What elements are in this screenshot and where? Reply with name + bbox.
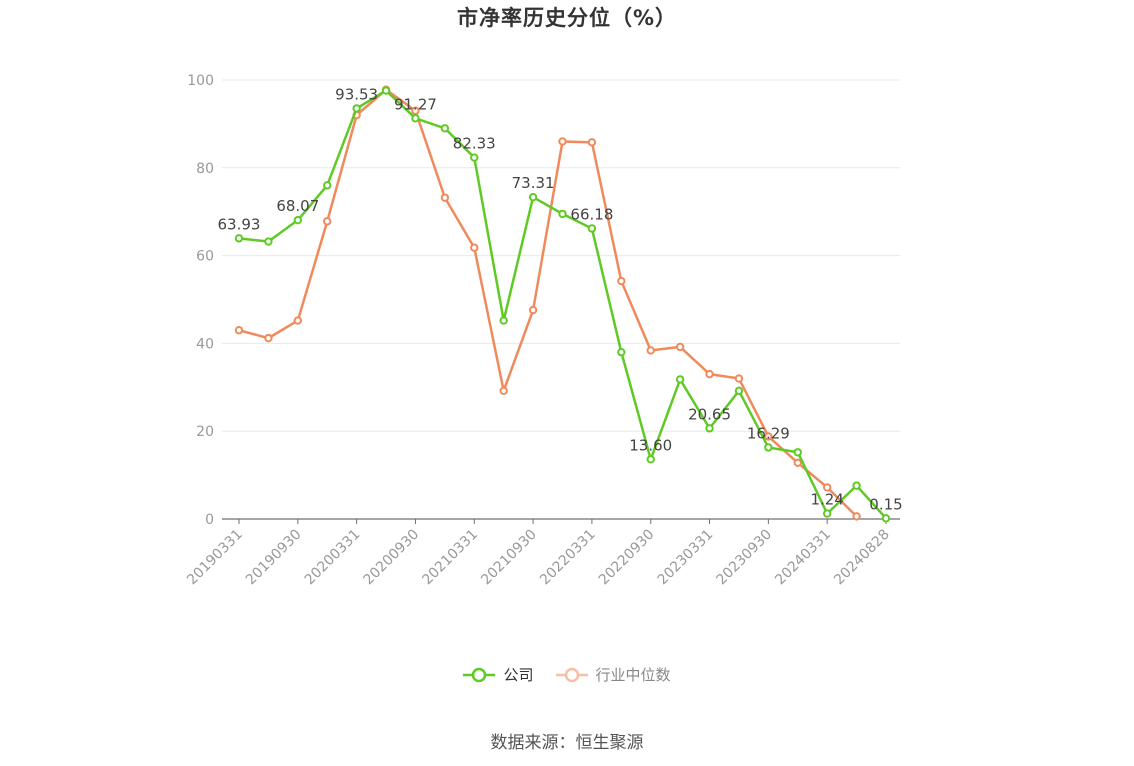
data-point[interactable] — [528, 192, 538, 202]
data-point[interactable] — [675, 375, 685, 384]
x-tick-label: 20200331 — [302, 527, 364, 589]
y-tick-label: 20 — [196, 424, 214, 440]
legend-company-label: 公司 — [503, 666, 534, 684]
data-point[interactable] — [558, 209, 567, 219]
series-industry — [234, 85, 861, 521]
x-tick-label: 20210930 — [478, 527, 540, 589]
legend-industry-line-icon — [555, 667, 588, 682]
data-point[interactable] — [852, 512, 861, 521]
data-point[interactable] — [234, 234, 244, 243]
data-point[interactable] — [499, 386, 508, 396]
legend-industry-label: 行业中位数 — [595, 666, 671, 684]
x-tick-label: 20200930 — [361, 527, 423, 589]
data-point[interactable] — [440, 193, 450, 202]
chart-title: 市净率历史分位（%） — [456, 6, 678, 30]
data-point[interactable] — [587, 138, 597, 147]
data-point[interactable] — [734, 386, 744, 396]
data-label-layer: 63.93 68.07 93.53 91.27 82.33 73.31 66.18 13.60… — [218, 85, 903, 513]
x-tick-label: 20240828 — [831, 527, 893, 589]
data-point[interactable] — [293, 316, 303, 325]
y-tick-label: 60 — [196, 249, 214, 265]
legend: 公司 行业中位数 — [0, 664, 1134, 685]
series-line — [238, 88, 858, 518]
x-tick-label: 20210331 — [419, 527, 481, 589]
x-tick-label: 20220930 — [596, 527, 658, 589]
data-label: 13.60 — [629, 436, 672, 454]
data-point[interactable] — [470, 243, 479, 252]
data-point[interactable] — [440, 124, 450, 133]
y-tick-label: 100 — [187, 73, 214, 89]
data-point[interactable] — [381, 86, 391, 95]
data-point[interactable] — [764, 443, 773, 452]
y-tick-label: 40 — [196, 336, 214, 352]
data-point[interactable] — [528, 305, 538, 315]
data-point[interactable] — [587, 224, 597, 233]
x-tick-label: 20230930 — [713, 527, 775, 589]
legend-company-line-icon — [463, 667, 496, 682]
data-point[interactable] — [352, 104, 361, 113]
data-point[interactable] — [558, 137, 567, 146]
data-point[interactable] — [822, 509, 832, 518]
data-point[interactable] — [617, 347, 626, 357]
x-tick-label: 20230331 — [655, 527, 717, 589]
data-point[interactable] — [705, 369, 714, 379]
data-point[interactable] — [852, 481, 861, 490]
data-label: 82.33 — [453, 135, 496, 153]
x-tick-label: 20190930 — [243, 527, 305, 589]
data-point[interactable] — [323, 181, 332, 190]
data-point[interactable] — [646, 455, 655, 464]
x-tick-label: 20190331 — [184, 527, 246, 589]
data-point[interactable] — [617, 276, 626, 286]
data-point[interactable] — [675, 342, 685, 352]
data-point[interactable] — [264, 237, 273, 246]
data-point[interactable] — [264, 333, 273, 343]
data-point[interactable] — [764, 432, 773, 441]
legend-item-industry[interactable]: 行业中位数 — [555, 664, 671, 685]
data-point[interactable] — [734, 374, 744, 383]
data-source: 数据来源：恒生聚源 — [490, 733, 644, 753]
grid-layer — [222, 79, 900, 432]
series-company — [234, 86, 891, 523]
data-label: 73.31 — [512, 174, 555, 192]
data-point[interactable] — [323, 217, 332, 226]
data-point[interactable] — [499, 316, 508, 325]
data-point[interactable] — [411, 106, 420, 115]
data-point[interactable] — [705, 424, 714, 433]
y-tick-label: 0 — [205, 512, 214, 528]
x-tick-label: 20240331 — [772, 527, 834, 589]
data-point[interactable] — [793, 448, 802, 457]
data-label: 91.27 — [394, 95, 437, 113]
data-label: 1.24 — [810, 491, 843, 509]
x-tick-label: 20220331 — [537, 527, 599, 589]
axis-layer: 0 20 40 60 80 100 2019033120190930202003312020… — [184, 73, 900, 588]
data-point[interactable] — [470, 153, 479, 162]
series-layer — [234, 85, 891, 523]
data-point[interactable] — [293, 215, 303, 225]
data-label: 16.29 — [747, 424, 790, 442]
data-label: 20.65 — [688, 405, 731, 423]
data-label: 68.07 — [276, 197, 319, 215]
data-label: 66.18 — [570, 205, 613, 223]
data-point[interactable] — [793, 458, 802, 468]
data-point[interactable] — [234, 326, 244, 335]
data-label: 93.53 — [335, 85, 378, 103]
data-point[interactable] — [411, 114, 420, 123]
data-point[interactable] — [881, 514, 891, 523]
data-label: 63.93 — [218, 215, 261, 233]
data-label: 0.15 — [869, 495, 902, 513]
y-tick-label: 80 — [196, 161, 214, 177]
data-point[interactable] — [646, 346, 655, 355]
data-point[interactable] — [822, 483, 832, 492]
legend-item-company[interactable]: 公司 — [463, 664, 534, 685]
